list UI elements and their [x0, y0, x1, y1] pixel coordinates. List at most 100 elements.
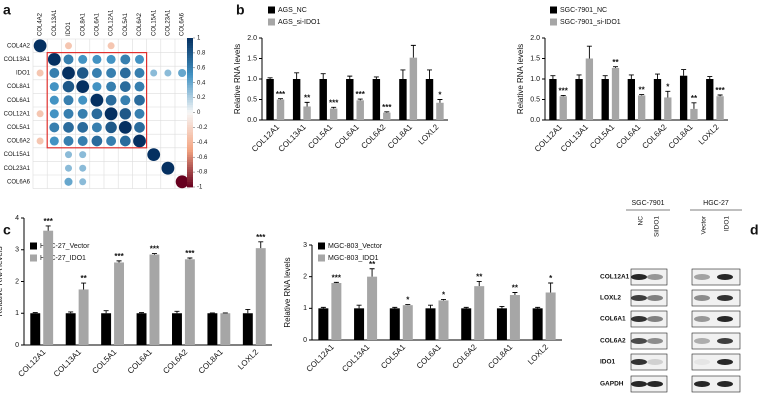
lane-label: IDO1: [724, 216, 731, 232]
correlation-dot: [78, 95, 88, 105]
row-label: COL12A1: [4, 111, 31, 117]
blot-band: [694, 338, 710, 344]
x-tick-label: COL8A1: [667, 122, 695, 150]
error-bar: [174, 310, 180, 314]
y-tick-label: 1: [303, 305, 307, 312]
y-tick-label: 0.0: [530, 117, 540, 124]
bar: [292, 79, 301, 120]
colorbar-segment: [187, 97, 193, 101]
colorbar-segment: [187, 38, 193, 41]
x-tick-label: COL6A1: [126, 347, 154, 375]
significance-label: ***: [332, 273, 342, 282]
error-bar: [400, 69, 406, 79]
x-tick-label: COL5A1: [379, 342, 407, 370]
correlation-dot: [64, 164, 73, 172]
blot-band: [631, 381, 647, 387]
correlation-dot: [91, 68, 102, 78]
bar: [184, 259, 195, 345]
y-tick-label: 2.0: [247, 35, 257, 42]
x-tick-label: COL5A1: [306, 122, 334, 150]
colorbar-segment: [187, 87, 193, 91]
column-label: COL6A6: [180, 12, 186, 36]
error-bar: [639, 94, 645, 96]
colorbar-segment: [187, 144, 193, 148]
error-bar: [476, 280, 482, 287]
x-tick-label: COL13A1: [277, 122, 309, 154]
significance-label: ***: [150, 245, 160, 254]
error-bar: [258, 241, 264, 249]
colorbar-label: -0.6: [197, 155, 208, 161]
colorbar-segment: [187, 75, 193, 79]
panel-label: b: [236, 2, 245, 18]
bar: [172, 313, 182, 345]
colorbar-segment: [187, 164, 193, 168]
colorbar-segment: [187, 85, 193, 89]
error-bar: [681, 69, 687, 76]
blot-band: [694, 316, 710, 322]
error-bar: [717, 94, 723, 97]
legend-label: SGC-7901_NC: [560, 7, 607, 14]
error-bar: [294, 72, 300, 79]
blot-row-label: LOXL2: [600, 295, 621, 302]
y-axis-label: Relative RNA levels: [233, 44, 242, 114]
y-axis-label: Relative RNA levels: [283, 257, 292, 327]
error-bar: [392, 306, 398, 309]
column-label: COL5A1: [123, 12, 129, 36]
bar: [149, 254, 160, 345]
bar: [425, 308, 436, 340]
bar: [425, 79, 434, 120]
significance-label: ***: [329, 98, 339, 107]
bar: [585, 58, 594, 120]
row-label: COL6A1: [7, 98, 31, 104]
y-tick-label: 3: [303, 242, 307, 249]
colorbar-segment: [187, 55, 193, 59]
blot-band: [647, 381, 663, 387]
error-bar: [428, 304, 433, 309]
lane-label: Vector: [701, 215, 708, 234]
lane-label: NC: [638, 216, 645, 226]
y-tick-label: 0: [15, 342, 19, 349]
bar: [509, 295, 520, 340]
row-label: COL5A1: [7, 125, 31, 131]
correlation-dot: [134, 68, 145, 78]
correlation-dot: [134, 108, 145, 119]
bar: [402, 305, 413, 340]
correlation-dot: [106, 54, 116, 64]
colorbar-segment: [187, 117, 193, 121]
colorbar-segment: [187, 47, 193, 51]
correlation-dot: [79, 164, 87, 172]
correlation-dot: [91, 122, 102, 133]
bar: [496, 308, 507, 340]
bar: [356, 100, 364, 120]
y-tick-label: 1.5: [247, 55, 257, 62]
blot-band: [647, 274, 663, 280]
significance-label: **: [476, 273, 483, 282]
y-tick-label: 0: [303, 337, 307, 344]
significance-label: *: [406, 296, 410, 305]
blot-band: [647, 359, 663, 365]
bar: [78, 289, 89, 345]
error-bar: [707, 76, 713, 79]
correlation-dot: [147, 148, 161, 162]
bar: [638, 95, 646, 120]
colorbar-segment: [187, 110, 193, 113]
x-tick-label: COL8A1: [386, 122, 414, 150]
bar: [266, 79, 274, 120]
colorbar-segment: [187, 119, 193, 123]
colorbar-segment: [187, 177, 193, 180]
colorbar-segment: [187, 124, 193, 128]
bar: [436, 102, 444, 120]
bar: [276, 99, 285, 120]
colorbar-segment: [187, 82, 193, 86]
panel-label: c: [3, 222, 11, 238]
correlation-dot: [63, 108, 74, 119]
legend-swatch: [30, 242, 37, 250]
y-tick-label: 1.5: [530, 55, 540, 62]
correlation-dot: [47, 53, 61, 66]
bar: [575, 79, 583, 120]
colorbar-segment: [187, 149, 193, 153]
column-label: COL23A1: [165, 9, 171, 36]
row-label: COL13A1: [4, 57, 31, 63]
correlation-dot: [62, 66, 75, 80]
